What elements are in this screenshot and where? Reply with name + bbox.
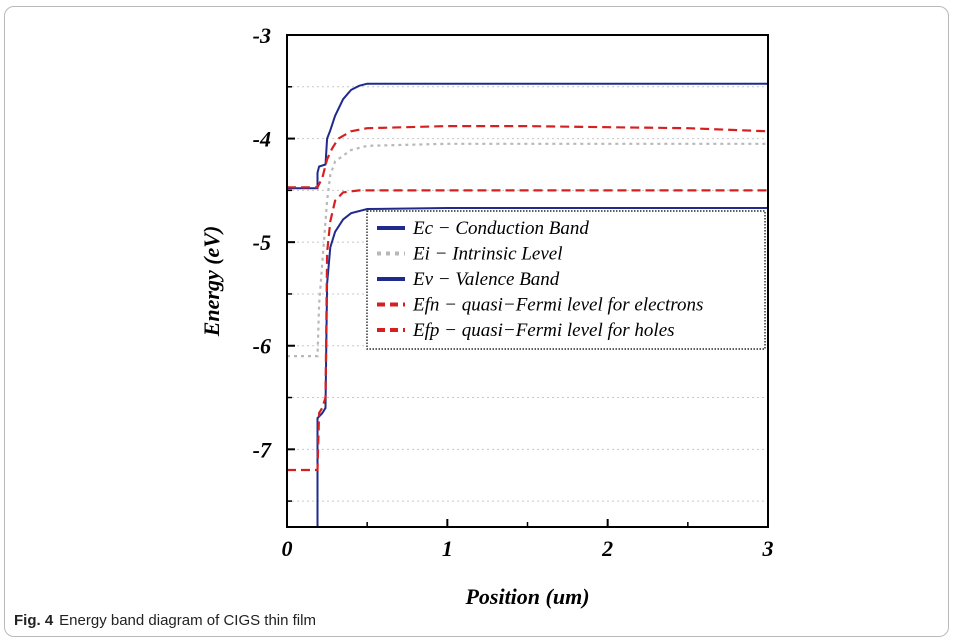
- axis-ticks: -3 -4 -5 -6 -7 0 1 2 3: [253, 23, 774, 561]
- legend-label: Ec − Conduction Band: [412, 218, 589, 239]
- figure-label: Fig. 4: [14, 612, 54, 629]
- x-axis-title: Position (um): [464, 584, 589, 609]
- series-line-5: [287, 189, 768, 472]
- y-tick-label: -3: [253, 23, 271, 48]
- legend-label: Efp − quasi−Fermi level for holes: [412, 320, 675, 341]
- y-tick-label: -7: [253, 437, 272, 462]
- energy-band-chart: -3 -4 -5 -6 -7 0 1 2 3 Ec − Conduction Band Ei − …: [199, 23, 774, 609]
- legend: Ec − Conduction Band Ei − Intrinsic Level…: [366, 210, 766, 350]
- series-line-2: [287, 142, 768, 358]
- series-line-1: [287, 82, 768, 190]
- figure-frame: [4, 6, 949, 637]
- series-line-4: [287, 125, 769, 189]
- figure-caption: Fig. 4 Energy band diagram of CIGS thin f…: [14, 612, 316, 629]
- figure-caption-text: Energy band diagram of CIGS thin film: [59, 612, 316, 629]
- legend-label: Efn − quasi−Fermi level for electrons: [412, 295, 703, 316]
- y-tick-label: -6: [253, 334, 271, 359]
- y-tick-label: -5: [253, 230, 271, 255]
- legend-label: Ei − Intrinsic Level: [412, 244, 563, 265]
- y-tick-label: -4: [253, 127, 271, 152]
- legend-box: [366, 210, 766, 350]
- legend-label: Ev − Valence Band: [412, 269, 560, 290]
- x-tick-label: 2: [601, 536, 613, 561]
- series-lines: [287, 82, 769, 527]
- x-tick-label: 1: [442, 536, 453, 561]
- y-axis-title: Energy (eV): [199, 226, 224, 338]
- x-tick-label: 0: [282, 536, 293, 561]
- series-line-3: [316, 207, 768, 527]
- x-tick-label: 3: [762, 536, 774, 561]
